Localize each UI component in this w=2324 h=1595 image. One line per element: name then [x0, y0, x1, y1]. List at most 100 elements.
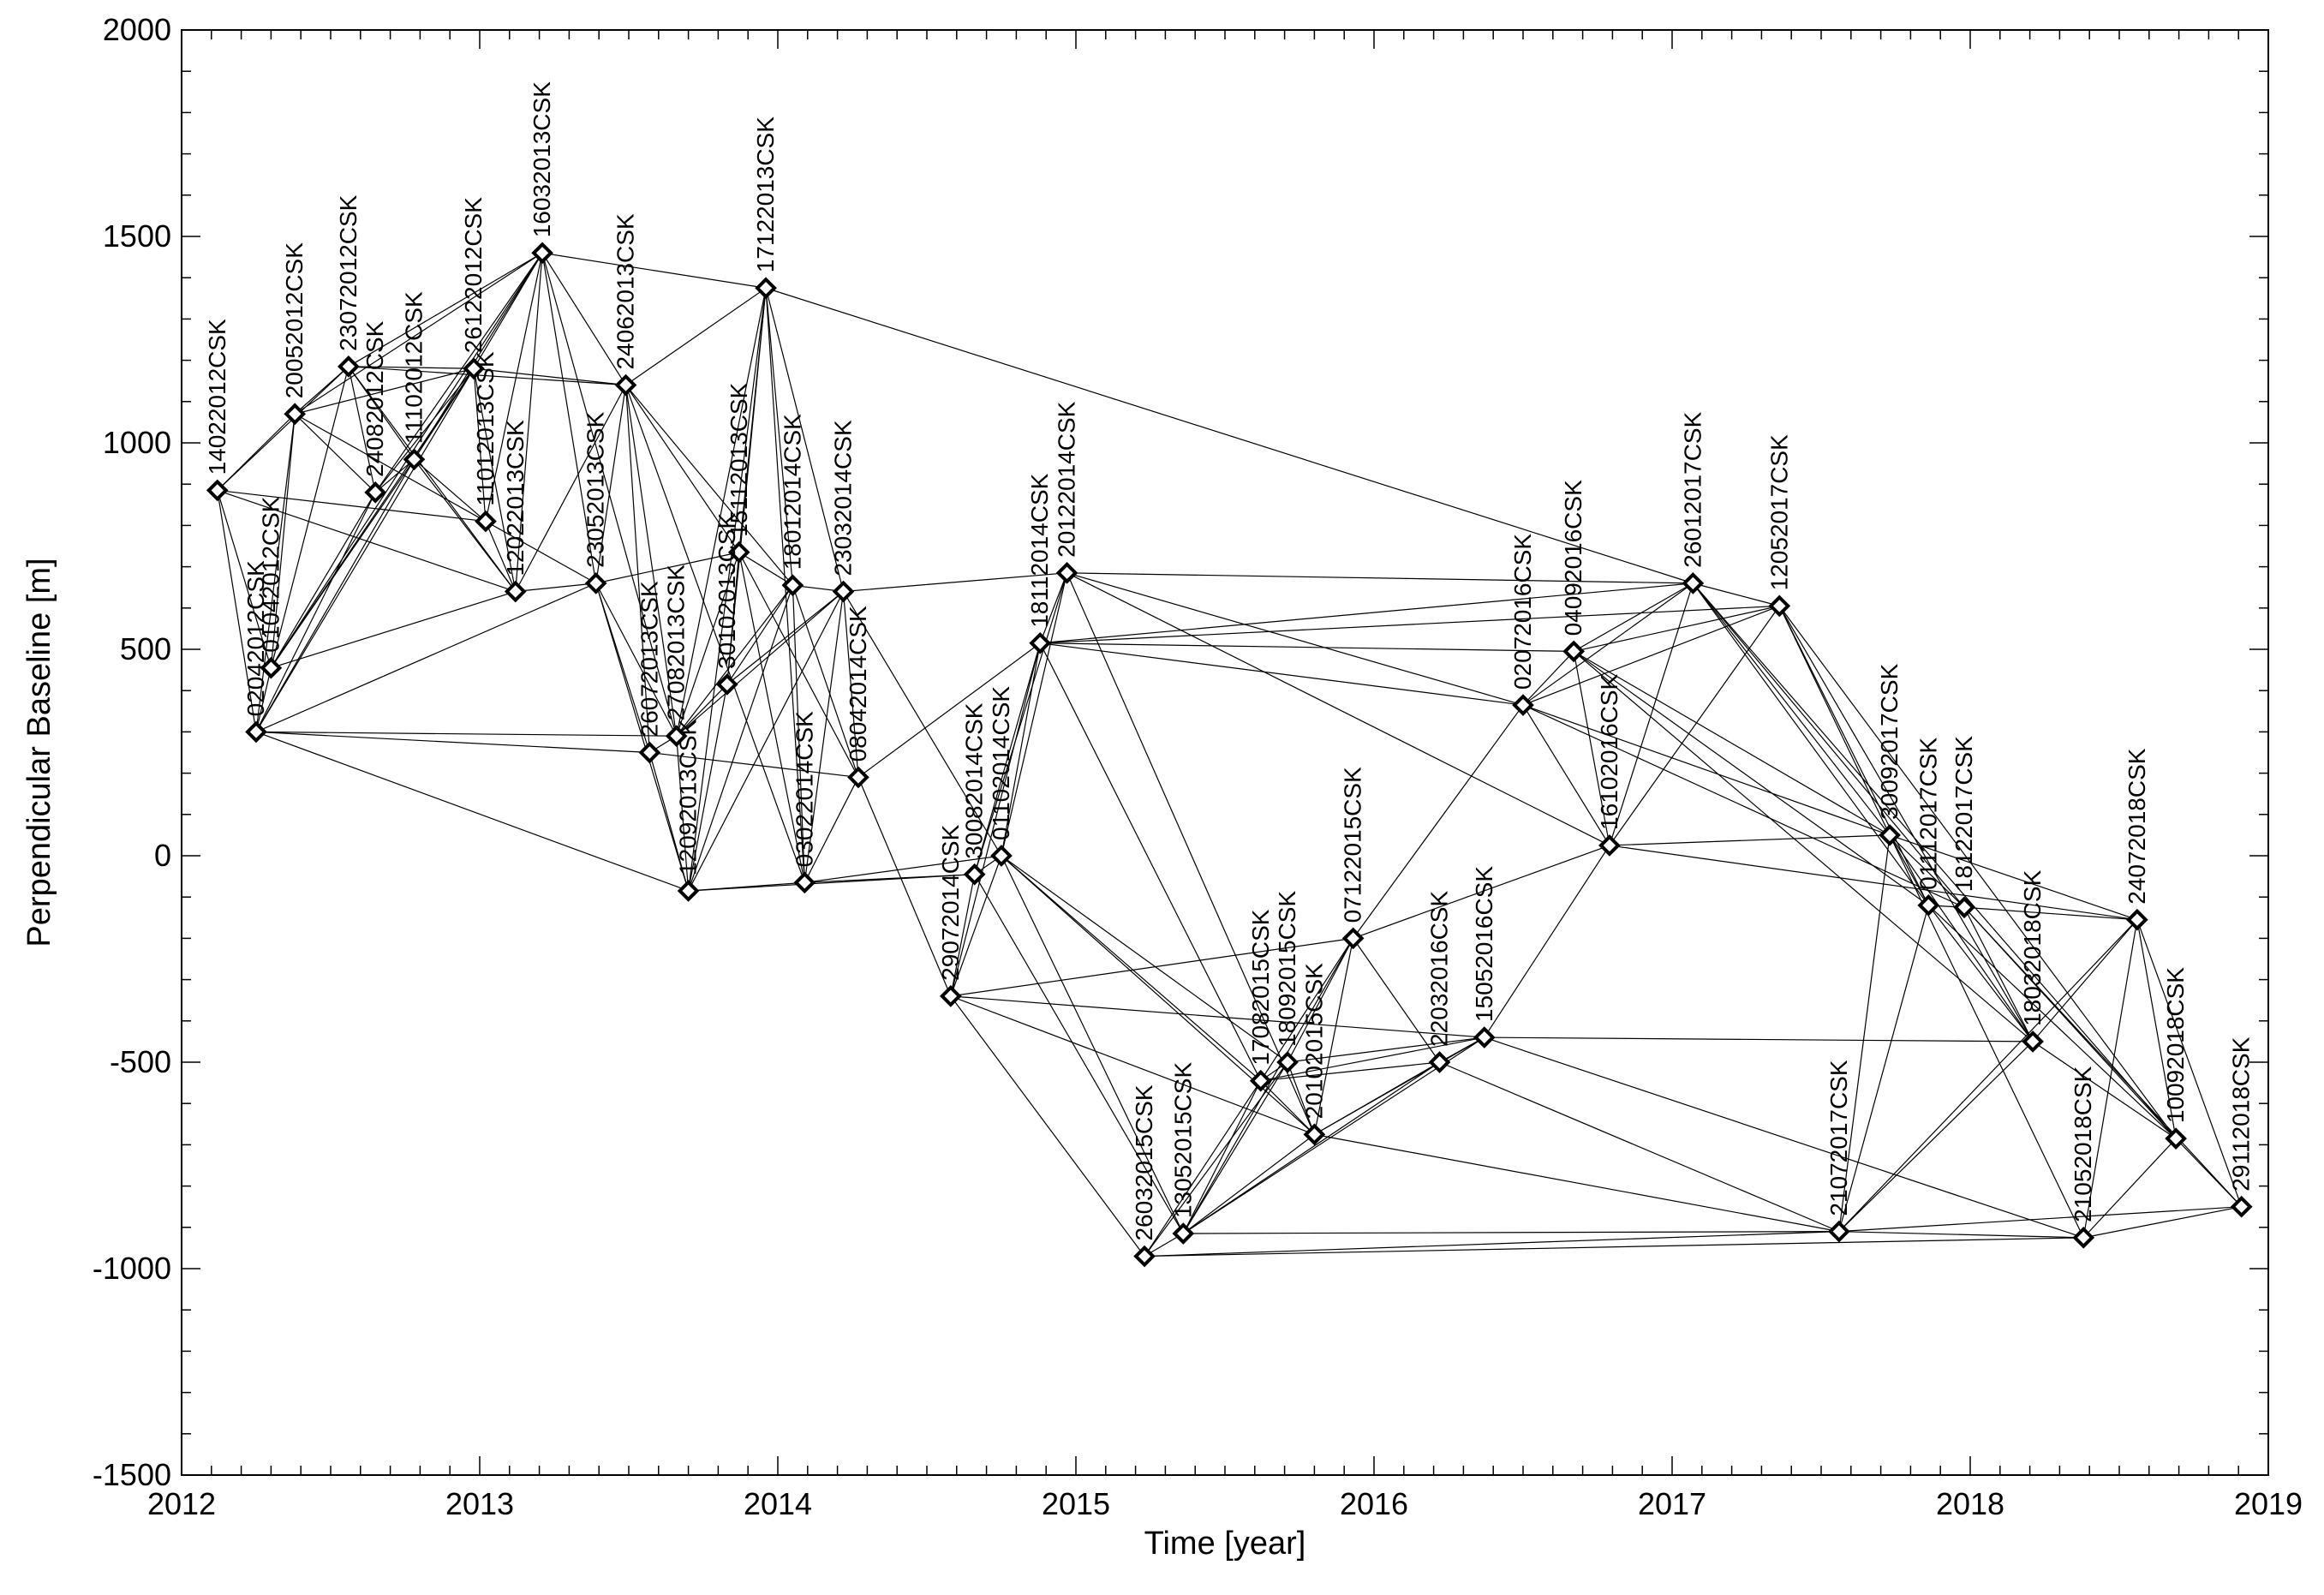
connection-line — [217, 490, 257, 732]
connection-line — [1040, 605, 1780, 644]
point-label: 14022012CSK — [204, 319, 230, 475]
connection-line — [473, 367, 626, 386]
point-label: 15052016CSK — [1471, 866, 1497, 1022]
data-point — [1055, 562, 1078, 584]
x-tick-label: 2016 — [1340, 1486, 1408, 1521]
point-label: 02072016CSK — [1509, 534, 1536, 690]
connection-line — [374, 252, 543, 493]
data-point — [940, 985, 962, 1007]
connection-line — [676, 736, 690, 892]
connection-line — [294, 252, 543, 415]
point-label: 30102013CSK — [714, 512, 740, 668]
connection-line — [1692, 582, 1929, 906]
connection-line — [541, 252, 627, 385]
connection-line — [624, 385, 805, 883]
connection-line — [1692, 582, 1891, 836]
data-point — [206, 479, 229, 502]
data-point — [665, 725, 688, 748]
connection-line — [1260, 1080, 1315, 1135]
y-tick-label: 1000 — [103, 425, 171, 460]
data-point — [716, 673, 738, 696]
connection-line — [1001, 855, 1262, 1082]
connection-line — [625, 385, 740, 553]
connection-line — [595, 385, 627, 583]
y-tick-label: 500 — [120, 631, 171, 666]
connection-line — [726, 591, 844, 685]
tick-labels: 2012 2013 2014 2015 2016 2017 2018 2019 -1500 -10… — [93, 12, 2303, 1521]
point-label: 17082015CSK — [1247, 909, 1274, 1065]
connection-line — [270, 492, 376, 668]
connection-line — [2083, 1206, 2242, 1239]
connection-line — [1609, 582, 1694, 846]
connection-line — [374, 458, 415, 493]
point-label: 18012014CSK — [779, 414, 805, 570]
x-tick-label: 2018 — [1936, 1486, 2004, 1521]
connection-line — [1353, 845, 1610, 939]
data-point — [1276, 1051, 1299, 1073]
y-tick-label: 1500 — [103, 218, 171, 254]
connection-line — [485, 253, 543, 522]
connection-line — [1927, 905, 2034, 1042]
connection-line — [1144, 1231, 1839, 1257]
connection-line — [676, 288, 767, 737]
connection-line — [843, 572, 1067, 593]
connection-line — [1484, 1036, 2084, 1239]
point-label: 16032013CSK — [529, 81, 555, 237]
data-point — [755, 277, 777, 300]
connection-line — [792, 585, 859, 778]
connection-line — [1838, 905, 1929, 1232]
connection-line — [1182, 938, 1354, 1234]
connection-line — [765, 288, 793, 586]
connection-line — [1927, 905, 2177, 1139]
connection-line — [950, 937, 1353, 997]
connection-line — [541, 252, 767, 289]
x-tick-label: 2019 — [2234, 1486, 2303, 1521]
data-point — [793, 871, 816, 894]
point-label: 30092017CSK — [1876, 663, 1903, 819]
data-point — [463, 357, 485, 380]
y-tick-label: 0 — [154, 838, 171, 873]
connection-line — [765, 288, 845, 592]
data-point — [1133, 1245, 1156, 1268]
connection-line — [676, 584, 793, 737]
connection-line — [217, 366, 349, 491]
connection-line — [1313, 938, 1354, 1135]
data-point — [1172, 1222, 1195, 1245]
connection-line — [270, 414, 296, 668]
connection-line — [804, 855, 1002, 883]
connection-line — [2082, 1138, 2177, 1239]
connection-line — [1573, 582, 1694, 652]
data-point — [364, 481, 387, 504]
connection-line — [676, 684, 728, 737]
connection-line — [255, 731, 689, 892]
connection-line — [1260, 1036, 1485, 1082]
connection-line — [1001, 572, 1068, 857]
connection-line — [1001, 855, 1288, 1063]
connection-line — [1066, 572, 1610, 846]
connection-line — [1838, 1231, 2084, 1239]
point-label: 27082013CSK — [663, 565, 690, 720]
point-label: 23072012CSK — [335, 194, 361, 350]
y-tick-label: 2000 — [103, 12, 171, 47]
connection-line — [1778, 606, 2034, 1042]
data-point — [338, 355, 360, 378]
data-point — [990, 845, 1013, 867]
data-point — [847, 766, 869, 789]
data-point — [1029, 631, 1052, 654]
connection-line — [1439, 1061, 1840, 1233]
data-point — [2126, 908, 2148, 931]
connection-line — [625, 385, 793, 586]
point-label: 12022013CSK — [502, 420, 529, 576]
connection-line — [1039, 642, 1262, 1081]
connection-line — [413, 252, 543, 460]
y-tick-label: -1500 — [93, 1457, 171, 1492]
connection-line — [625, 287, 767, 386]
connection-line — [1144, 1237, 2084, 1257]
connection-line — [1182, 1133, 1315, 1234]
connection-line — [2032, 1041, 2177, 1139]
point-label: 20052012CSK — [281, 242, 308, 398]
point-label: 17122013CSK — [752, 116, 779, 272]
connection-line — [2136, 919, 2243, 1207]
connection-line — [738, 552, 859, 778]
connection-line — [473, 252, 543, 369]
